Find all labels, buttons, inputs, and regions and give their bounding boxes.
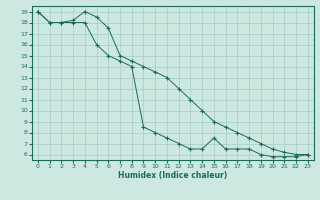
X-axis label: Humidex (Indice chaleur): Humidex (Indice chaleur): [118, 171, 228, 180]
